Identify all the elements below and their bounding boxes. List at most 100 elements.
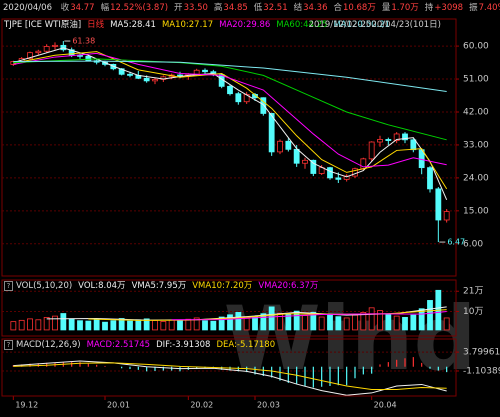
- candle-body: [277, 140, 283, 153]
- candle-body: [410, 139, 417, 151]
- candle-body: [260, 97, 267, 114]
- marks: [10, 289, 450, 331]
- volume-bar: [285, 313, 292, 331]
- volume-bar: [127, 320, 133, 331]
- candle-body: [377, 139, 383, 143]
- legend-entry: MA5:28.41: [110, 20, 156, 30]
- candle-body: [127, 73, 133, 76]
- x-tick-label: 20.04: [374, 401, 397, 410]
- volume-bar: [402, 316, 408, 331]
- volume-bar: [135, 319, 142, 331]
- volume-bar: [18, 319, 25, 331]
- volume-bar: [93, 319, 100, 331]
- volume-bar: [27, 318, 33, 331]
- volume-bar: [202, 320, 208, 331]
- help-icon: ?: [4, 340, 13, 350]
- x-tick-label: 19.12: [15, 401, 38, 410]
- volume-bar: [352, 314, 358, 331]
- volume-bar: [185, 318, 192, 331]
- volume-bar: [143, 318, 150, 331]
- header-value: 1.70万: [391, 3, 419, 13]
- volume-bar: [193, 317, 200, 331]
- volume-bar: [360, 312, 367, 331]
- date-range-text: 2019/12/02-2020/04/23(101日): [308, 20, 441, 30]
- volume-bar: [227, 314, 233, 331]
- candle-body: [402, 133, 408, 141]
- candle-body: [43, 46, 50, 52]
- candle-body: [335, 177, 342, 180]
- volume-bar: [52, 315, 58, 331]
- y-tick-label: 33.00: [463, 140, 489, 150]
- header-label: 开: [174, 3, 183, 13]
- candle-body: [85, 55, 92, 62]
- candle-body: [310, 159, 317, 174]
- volume-bar: [277, 312, 283, 331]
- y-tick-label: 15.00: [463, 206, 489, 216]
- chart-period: 日线: [87, 20, 105, 30]
- volume-bar: [168, 319, 175, 331]
- candle-body: [443, 211, 450, 221]
- ma-line: [13, 51, 448, 190]
- y-tick-label: 10万: [463, 307, 483, 317]
- help-icon: ?: [4, 281, 13, 291]
- y-tick-label: 3.79961: [463, 348, 500, 358]
- volume-bar: [252, 316, 258, 331]
- legend-entry: VMA10:7.20万: [192, 281, 253, 291]
- candle-body: [427, 167, 433, 190]
- volume-bar: [243, 317, 250, 331]
- y-tick-label: 6.00: [463, 239, 483, 249]
- legend-entry: MA120:50.21: [333, 20, 391, 30]
- volume-bar: [177, 320, 183, 331]
- candle-body: [193, 69, 200, 75]
- y-tick-label: 24.00: [463, 173, 489, 183]
- volume-bar: [268, 306, 275, 331]
- y-tick-label: 51.00: [463, 75, 489, 85]
- volume-bar: [318, 316, 325, 331]
- volume-bar: [443, 317, 450, 331]
- candle-body: [368, 141, 375, 160]
- ma-line: [13, 52, 447, 168]
- header-label: 低: [253, 3, 263, 13]
- header-label: 振: [469, 3, 478, 13]
- candle-body: [293, 148, 300, 164]
- x-tick-label: 20.03: [257, 401, 280, 410]
- legend: ? VOL(5,10,20) VOL:8.04万 VMA5:7.95万 VMA10:7.…: [4, 281, 324, 292]
- volume-bar: [393, 315, 400, 331]
- header-label: 幅: [100, 3, 110, 13]
- volume-bar: [327, 313, 333, 331]
- volume-bar: [152, 320, 158, 331]
- volume-bar: [118, 318, 125, 331]
- volume-bar: [110, 320, 117, 331]
- header-label: 持: [424, 3, 434, 13]
- candle-body: [152, 79, 158, 82]
- volume-bar: [377, 310, 383, 331]
- header-value: 33.50: [183, 3, 208, 13]
- header-value: 12.52%(3.87): [110, 3, 169, 13]
- annotation-label: 61.38: [72, 37, 95, 46]
- header-value: 10.68万: [343, 3, 376, 13]
- legend-entry: MACD:2.51745: [86, 340, 151, 350]
- header-value: 34.85: [223, 3, 248, 13]
- volume-bar: [302, 315, 308, 331]
- header-value: +3098: [434, 3, 464, 13]
- ma-line: [13, 362, 447, 390]
- candle-body: [35, 50, 42, 54]
- date-range: 2019/12/02-2020/04/23(101日): [309, 20, 447, 31]
- legend-entry: MA20:29.86: [219, 20, 271, 30]
- volume-bar: [77, 320, 83, 331]
- legend-entry: VOL:8.04万: [78, 281, 126, 291]
- y-tick-label: 21万: [463, 287, 483, 297]
- candle-body: [285, 140, 292, 150]
- volume-bar: [410, 314, 417, 331]
- candle-body: [227, 85, 233, 95]
- legend-entry: VMA5:7.95万: [131, 281, 187, 291]
- candle-body: [52, 44, 58, 47]
- legend-entry: VMA20:6.37万: [258, 281, 319, 291]
- volume-bar: [335, 316, 342, 331]
- y-tick-label: -1.10389: [463, 366, 500, 376]
- header-value: 34.77: [70, 3, 95, 13]
- volume-bar: [210, 320, 217, 331]
- volume-bar: [310, 311, 317, 331]
